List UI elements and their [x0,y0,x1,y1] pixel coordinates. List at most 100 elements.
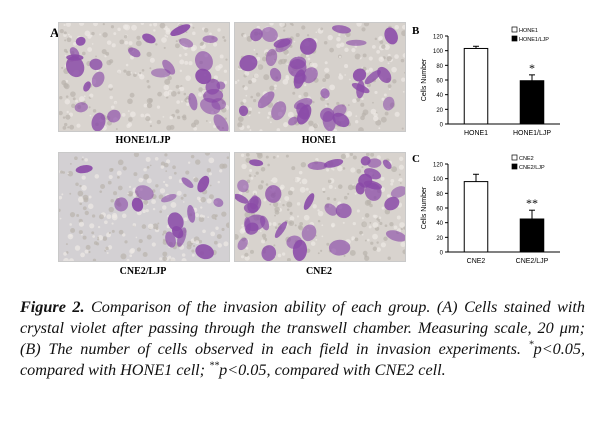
membrane-pore [202,215,206,218]
membrane-pore [401,127,404,130]
membrane-pore [158,194,164,200]
stained-cell [356,80,365,99]
stained-cell [328,239,351,256]
membrane-pore [85,244,91,250]
membrane-pore [111,214,118,221]
membrane-pore [249,129,252,131]
membrane-pore [221,211,227,217]
stained-cell [162,59,176,75]
membrane-pore [146,234,152,240]
membrane-pore [81,175,86,180]
membrane-pore [359,230,363,235]
membrane-pore [402,249,405,255]
membrane-pore [401,77,405,82]
membrane-pore [247,80,253,85]
membrane-pore [66,110,69,114]
membrane-pore [317,210,324,217]
membrane-pore [255,92,261,97]
membrane-pore [164,153,168,157]
y-tick-label: 40 [436,93,443,99]
membrane-pore [400,58,405,63]
membrane-pore [193,126,198,131]
membrane-pore [240,153,245,157]
membrane-pore [129,249,135,254]
membrane-pore [91,43,94,45]
membrane-pore [375,119,382,126]
membrane-pore [175,84,180,89]
stained-cell [352,68,367,82]
membrane-pore [254,175,256,177]
membrane-pore [183,193,187,198]
stained-cell [188,92,198,111]
membrane-pore [286,257,291,261]
membrane-pore [124,40,129,45]
membrane-pore [62,125,67,130]
membrane-pore [337,184,343,189]
membrane-pore [303,214,310,221]
membrane-pore [255,171,259,175]
membrane-pore [257,64,264,70]
membrane-pore [59,110,63,116]
membrane-pore [125,63,129,67]
membrane-pore [223,241,229,247]
membrane-pore [141,178,144,181]
membrane-pore [169,115,173,120]
membrane-pore [225,58,228,61]
membrane-pore [117,159,124,166]
y-tick-label: 120 [433,35,444,41]
membrane-pore [174,43,180,49]
membrane-pore [180,196,184,200]
membrane-pore [317,252,320,255]
membrane-pore [283,122,289,128]
caption-figure-label: Figure 2. [20,298,85,316]
membrane-pore [331,224,335,228]
stained-cell [197,175,210,193]
membrane-pore [369,221,372,224]
membrane-pore [329,47,334,53]
membrane-pore [176,190,182,196]
membrane-pore [155,184,159,188]
membrane-pore [186,102,190,106]
membrane-pore [344,74,346,76]
membrane-pore [172,165,176,170]
stained-cell [301,224,317,242]
stained-cell [247,196,262,213]
membrane-pore [209,32,212,36]
membrane-pore [398,179,400,182]
membrane-pore [317,209,320,212]
membrane-pore [181,258,187,261]
membrane-pore [67,233,74,240]
membrane-pore [190,154,195,159]
membrane-pore [315,238,318,241]
y-axis-label: Cells Number [421,186,428,229]
membrane-pore [404,71,405,74]
stained-cell [286,235,303,249]
membrane-pore [310,241,316,246]
membrane-pore [65,23,71,27]
membrane-pore [287,111,294,118]
membrane-pore [168,255,172,259]
membrane-pore [296,215,299,218]
membrane-pore [323,41,328,45]
membrane-pore [212,42,218,47]
membrane-pore [110,25,115,29]
membrane-pore [198,92,203,97]
membrane-pore [76,213,80,217]
membrane-pore [67,33,70,36]
membrane-pore [102,236,108,241]
membrane-pore [333,197,337,201]
stained-cell [167,212,184,231]
membrane-pore [138,238,143,244]
membrane-pore [59,29,64,34]
photo-cne2 [234,152,406,262]
membrane-pore [381,206,385,210]
membrane-pore [143,103,148,108]
membrane-pore [244,252,249,257]
membrane-pore [146,178,152,184]
membrane-pore [303,91,309,97]
membrane-pore [163,84,170,91]
x-tick-label: HONE1/LJP [513,130,551,137]
membrane-pore [337,165,343,172]
stained-cell [238,105,249,117]
membrane-pore [173,171,177,175]
